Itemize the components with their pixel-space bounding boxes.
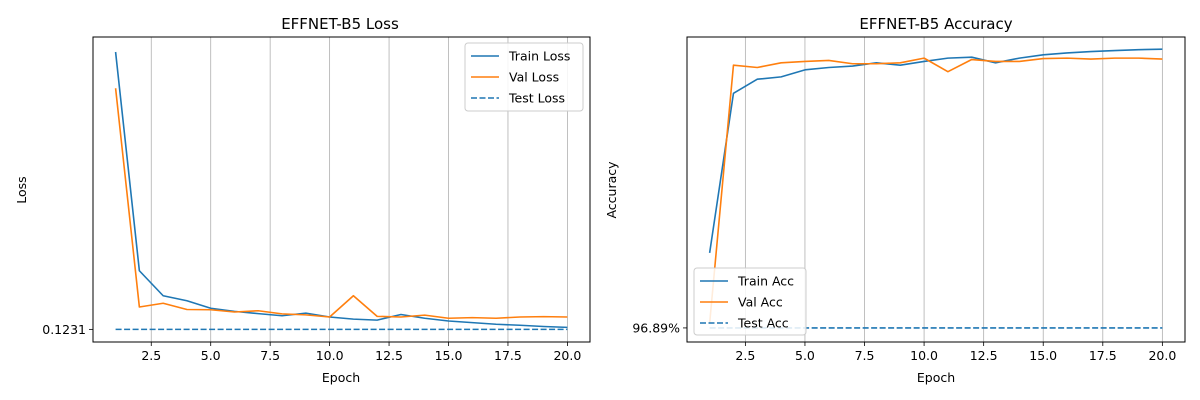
accuracy-legend-label: Train Acc [737,274,794,289]
accuracy-y-axis-label: Accuracy [604,161,619,219]
accuracy-legend: Train Acc Val Acc Test Acc [693,267,807,336]
loss-legend-box [464,42,584,112]
accuracy-legend-box [693,267,807,336]
loss-series-val-loss [114,88,568,320]
accuracy-x-tick-label: 2.5 [735,348,755,363]
loss-chart: EFFNET-B5 Loss 2.5 5.0 7.5 10.0 12.5 15.0 17.5… [14,15,591,385]
loss-x-tick-label: 5.0 [201,348,221,363]
loss-plot-frame [92,36,591,343]
loss-x-axis-label: Epoch [322,370,360,385]
loss-x-tick-label: 17.5 [494,348,522,363]
loss-x-tick-label: 7.5 [260,348,280,363]
accuracy-grid [744,37,1163,342]
loss-x-tick-label: 10.0 [316,348,344,363]
accuracy-x-tick-label: 5.0 [795,348,815,363]
accuracy-x-ticks: 2.5 5.0 7.5 10.0 12.5 15.0 17.5 20.0 [735,342,1176,363]
loss-legend-label: Test Loss [508,91,565,106]
accuracy-y-tick-label: 96.89% [632,320,680,335]
accuracy-legend-label: Val Acc [738,295,783,310]
accuracy-series-layer [708,48,1163,329]
accuracy-legend-label: Test Acc [737,316,789,331]
loss-y-axis-label: Loss [14,176,29,203]
loss-x-ticks: 2.5 5.0 7.5 10.0 12.5 15.0 17.5 20.0 [141,342,581,363]
loss-x-tick-label: 2.5 [141,348,161,363]
loss-legend-label: Val Loss [509,70,559,85]
accuracy-chart-title: EFFNET-B5 Accuracy [859,15,1012,33]
loss-legend: Train Loss Val Loss Test Loss [464,42,584,112]
loss-series-layer [114,51,568,331]
accuracy-x-tick-label: 12.5 [970,348,998,363]
accuracy-x-tick-label: 15.0 [1029,348,1057,363]
loss-legend-label: Train Loss [508,49,570,64]
loss-x-tick-label: 12.5 [375,348,403,363]
accuracy-x-tick-label: 10.0 [910,348,938,363]
accuracy-x-tick-label: 17.5 [1089,348,1117,363]
accuracy-plot-frame [686,36,1186,343]
accuracy-chart: EFFNET-B5 Accuracy 2.5 5.0 7.5 10.0 12.5 15.0… [604,15,1186,385]
loss-y-ticks: 0.1231 [42,322,93,337]
accuracy-y-ticks: 96.89% [632,320,687,335]
loss-y-tick-label: 0.1231 [42,322,86,337]
loss-series-train-loss [114,51,568,329]
loss-chart-title: EFFNET-B5 Loss [281,15,399,33]
accuracy-series-val-acc [708,57,1163,324]
accuracy-series-train-acc [708,48,1163,253]
accuracy-x-tick-label: 20.0 [1148,348,1176,363]
loss-x-tick-label: 15.0 [435,348,463,363]
accuracy-x-tick-label: 7.5 [855,348,875,363]
loss-x-tick-label: 20.0 [553,348,581,363]
accuracy-x-axis-label: Epoch [917,370,955,385]
